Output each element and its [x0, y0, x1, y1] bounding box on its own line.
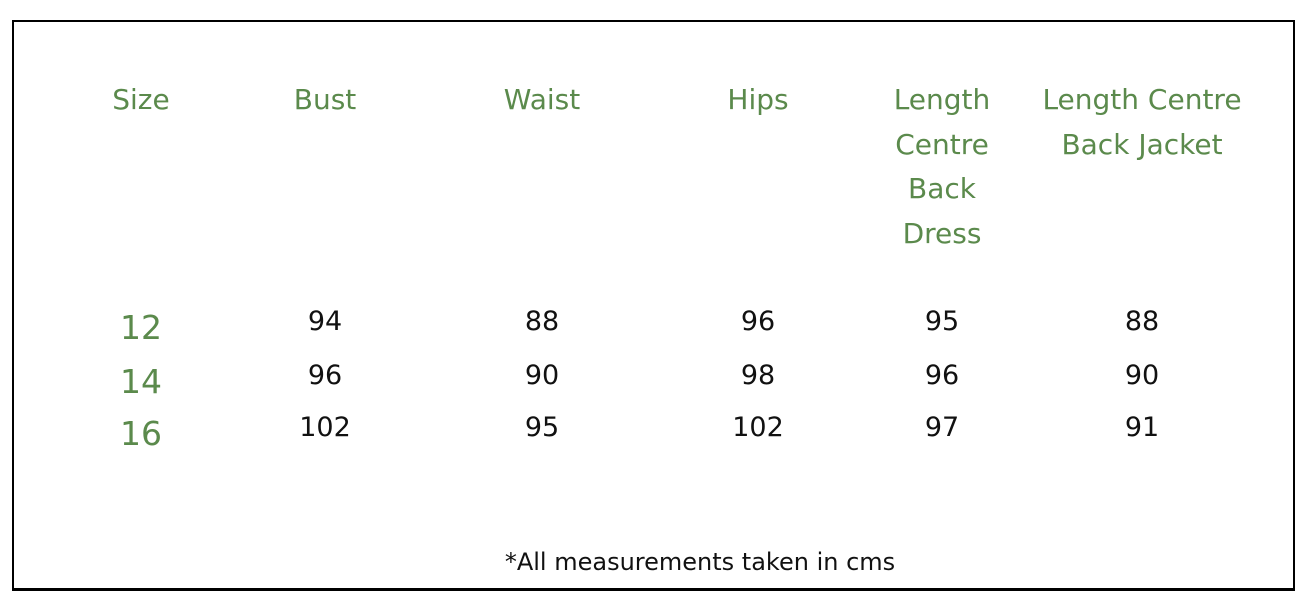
column-header: Size	[112, 83, 170, 116]
size-cell: 14	[120, 362, 162, 401]
measurement-cell: 91	[1124, 412, 1160, 443]
measurement-cell: 102	[732, 412, 784, 443]
size-cell: 16	[120, 414, 162, 453]
column-header: Length Centre Back Dress	[893, 83, 991, 250]
measurement-cell: 88	[524, 306, 560, 337]
measurement-note: *All measurements taken in cms	[504, 548, 896, 576]
measurement-cell: 98	[740, 360, 776, 391]
column-header: Hips	[727, 83, 789, 116]
measurement-cell: 97	[924, 412, 960, 443]
measurement-cell: 96	[307, 360, 343, 391]
column-header: Length Centre Back Jacket	[1042, 83, 1242, 161]
size-cell: 12	[120, 308, 162, 347]
measurement-cell: 102	[299, 412, 351, 443]
column-header: Bust	[293, 83, 357, 116]
measurement-cell: 95	[924, 306, 960, 337]
size-chart-frame	[12, 20, 1295, 591]
measurement-cell: 88	[1124, 306, 1160, 337]
measurement-cell: 96	[740, 306, 776, 337]
measurement-cell: 96	[924, 360, 960, 391]
measurement-cell: 90	[524, 360, 560, 391]
column-header: Waist	[503, 83, 581, 116]
measurement-cell: 94	[307, 306, 343, 337]
measurement-cell: 90	[1124, 360, 1160, 391]
measurement-cell: 95	[524, 412, 560, 443]
